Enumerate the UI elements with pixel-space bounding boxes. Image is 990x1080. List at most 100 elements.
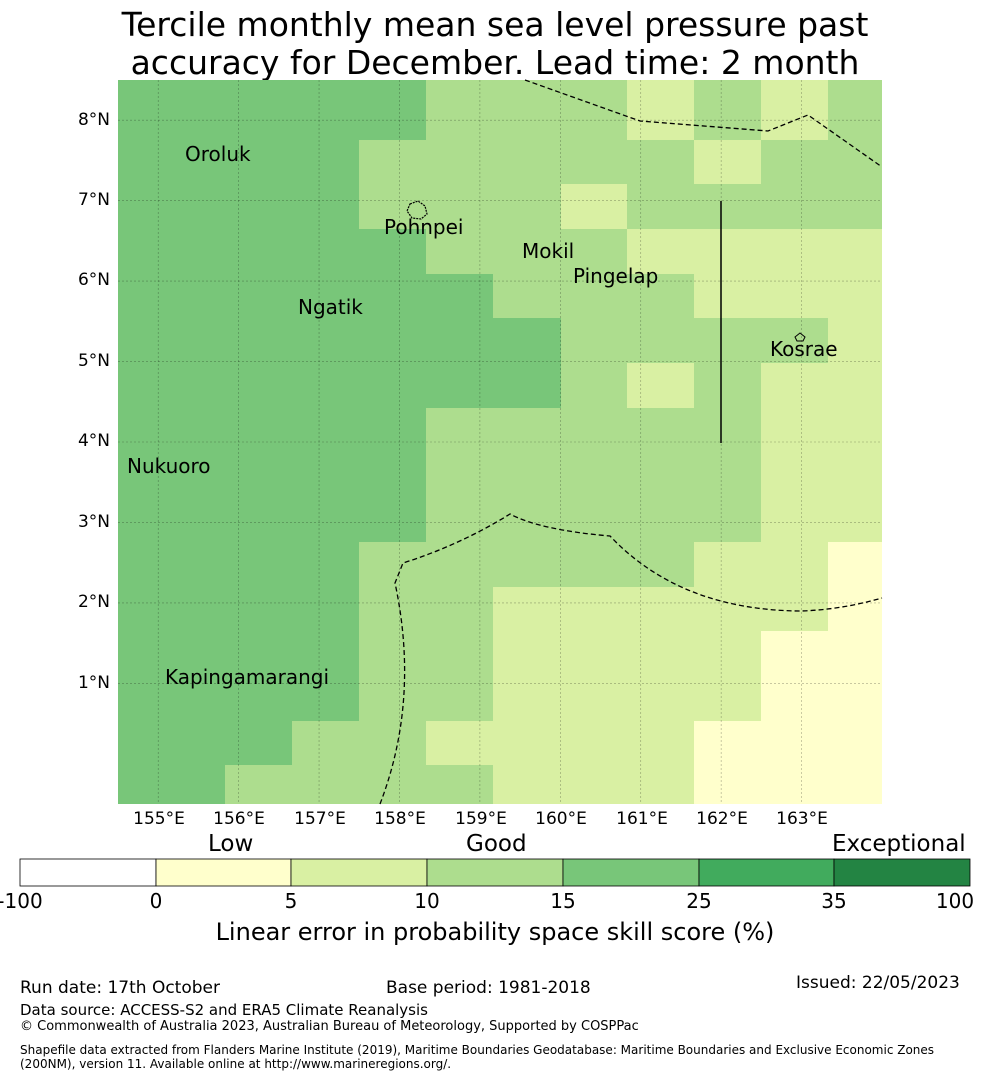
shapefile-credit: Shapefile data extracted from Flanders M… bbox=[20, 1043, 935, 1071]
place-label-pohnpei: Pohnpei bbox=[384, 215, 464, 239]
skill-cell bbox=[561, 765, 627, 804]
skill-cell bbox=[493, 587, 561, 631]
skill-cell bbox=[627, 497, 694, 542]
skill-cell bbox=[761, 408, 828, 453]
skill-cell bbox=[118, 542, 225, 587]
skill-cell bbox=[118, 765, 225, 804]
skill-cell bbox=[292, 318, 359, 363]
skill-cell bbox=[561, 363, 627, 408]
skill-cell bbox=[426, 631, 493, 676]
skill-cell bbox=[493, 765, 561, 804]
colorbar-segment bbox=[155, 858, 292, 887]
skill-cell bbox=[493, 408, 561, 453]
skill-cell bbox=[118, 318, 225, 363]
skill-cell bbox=[118, 408, 225, 453]
place-label-pingelap: Pingelap bbox=[573, 264, 659, 288]
skill-cell bbox=[828, 80, 882, 95]
skill-cell bbox=[627, 184, 694, 229]
skill-cell bbox=[118, 676, 225, 721]
skill-cell bbox=[561, 542, 627, 587]
skill-cell bbox=[359, 676, 426, 721]
legend-category-good: Good bbox=[466, 831, 527, 857]
skill-cell bbox=[828, 676, 882, 721]
colorbar-segment bbox=[426, 858, 564, 887]
place-label-oroluk: Oroluk bbox=[185, 142, 251, 166]
skill-cell bbox=[694, 184, 761, 229]
skill-cell bbox=[426, 587, 493, 631]
lat-label: 8°N bbox=[77, 110, 110, 130]
colorbar-label: Linear error in probability space skill … bbox=[215, 918, 775, 946]
skill-cell bbox=[828, 229, 882, 274]
skill-cell bbox=[225, 721, 292, 765]
skill-cell bbox=[493, 631, 561, 676]
skill-cell bbox=[118, 274, 225, 318]
skill-cell bbox=[627, 80, 694, 95]
skill-cell bbox=[627, 408, 694, 453]
skill-cell bbox=[694, 765, 761, 804]
skill-cell bbox=[694, 676, 761, 721]
skill-cell bbox=[292, 274, 359, 318]
skill-cell bbox=[359, 140, 426, 184]
skill-cell bbox=[627, 363, 694, 408]
skill-cell bbox=[761, 587, 828, 631]
skill-cell bbox=[225, 542, 292, 587]
skill-cell bbox=[426, 274, 493, 318]
skill-cell bbox=[426, 408, 493, 453]
lon-label: 161°E bbox=[616, 809, 668, 829]
skill-cell bbox=[118, 80, 225, 95]
skill-cell bbox=[694, 497, 761, 542]
skill-cell bbox=[694, 721, 761, 765]
skill-cell bbox=[828, 363, 882, 408]
skill-cell bbox=[694, 363, 761, 408]
skill-cell bbox=[493, 229, 561, 274]
lon-label: 163°E bbox=[776, 809, 828, 829]
skill-cell bbox=[118, 497, 225, 542]
skill-cell bbox=[761, 80, 828, 95]
base-period: Base period: 1981-2018 bbox=[386, 978, 591, 998]
skill-cell bbox=[292, 587, 359, 631]
skill-cell bbox=[627, 140, 694, 184]
skill-cell bbox=[493, 721, 561, 765]
skill-cell bbox=[493, 363, 561, 408]
legend-category-exceptional: Exceptional bbox=[832, 831, 966, 857]
skill-cell bbox=[828, 721, 882, 765]
skill-cell bbox=[292, 363, 359, 408]
skill-cell bbox=[761, 140, 828, 184]
colorbar-tick: 25 bbox=[686, 889, 712, 913]
lon-label: 160°E bbox=[535, 809, 587, 829]
skill-cell bbox=[292, 453, 359, 497]
skill-cell bbox=[426, 318, 493, 363]
skill-cell bbox=[426, 453, 493, 497]
skill-cell bbox=[828, 408, 882, 453]
skill-cell bbox=[761, 453, 828, 497]
skill-cell bbox=[694, 274, 761, 318]
skill-cell bbox=[426, 676, 493, 721]
skill-cell bbox=[694, 587, 761, 631]
skill-cell bbox=[828, 274, 882, 318]
skill-cell bbox=[225, 453, 292, 497]
skill-cell bbox=[694, 95, 761, 140]
skill-cell bbox=[561, 453, 627, 497]
skill-cell bbox=[493, 676, 561, 721]
skill-cell bbox=[493, 453, 561, 497]
skill-cell bbox=[561, 229, 627, 274]
skill-cell bbox=[118, 229, 225, 274]
skill-cell bbox=[627, 542, 694, 587]
skill-cell bbox=[225, 184, 292, 229]
skill-cell bbox=[561, 80, 627, 95]
skill-cell bbox=[627, 676, 694, 721]
eez-boundary-south bbox=[379, 513, 883, 805]
skill-cell bbox=[561, 587, 627, 631]
skill-cell bbox=[118, 140, 225, 184]
skill-cell bbox=[426, 95, 493, 140]
skill-cell bbox=[627, 453, 694, 497]
skill-cell bbox=[118, 363, 225, 408]
skill-cell bbox=[292, 80, 359, 95]
skill-cell bbox=[359, 497, 426, 542]
skill-cell bbox=[761, 721, 828, 765]
skill-cell bbox=[561, 631, 627, 676]
skill-cell bbox=[627, 631, 694, 676]
skill-cell bbox=[828, 765, 882, 804]
skill-cell bbox=[225, 363, 292, 408]
